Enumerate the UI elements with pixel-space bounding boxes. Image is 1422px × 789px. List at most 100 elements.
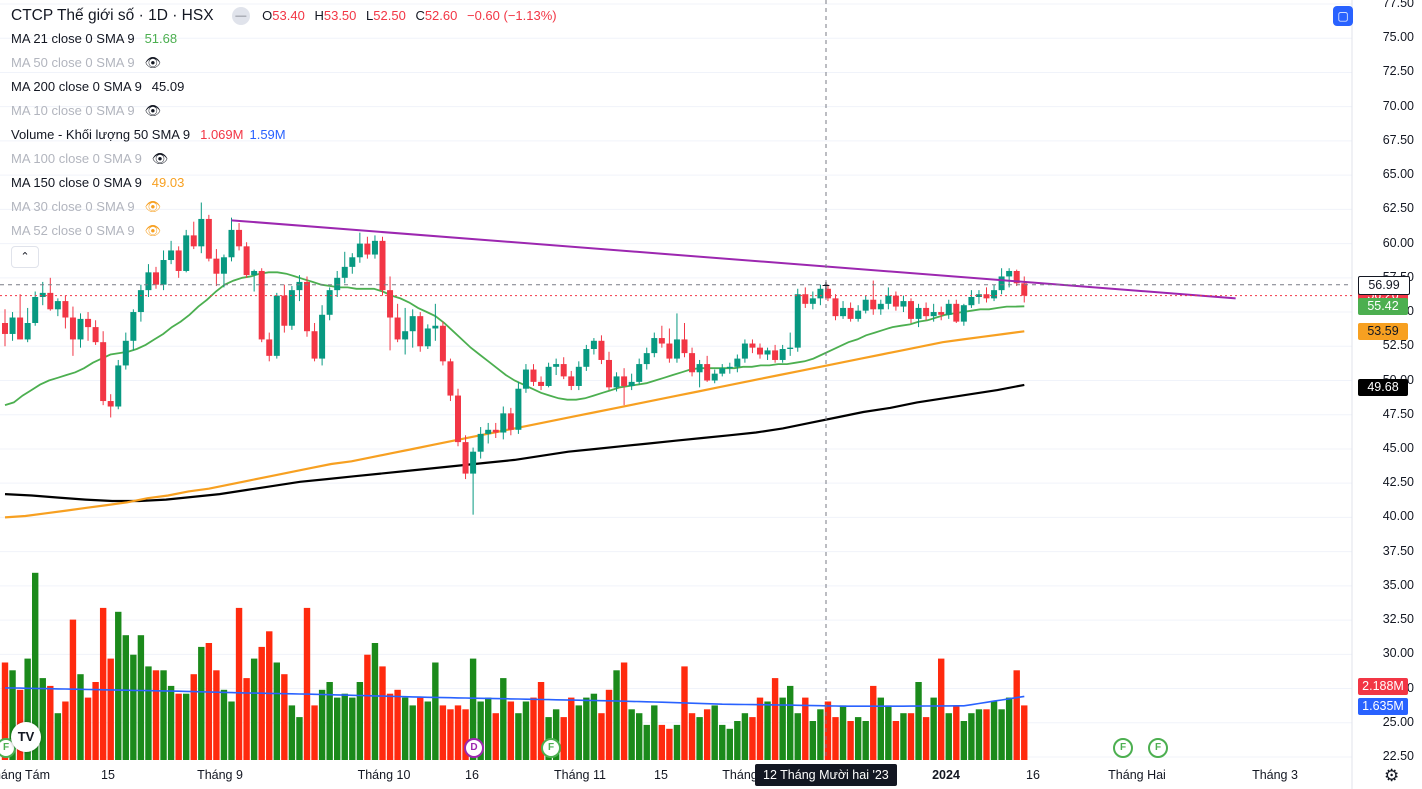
candle [975, 290, 982, 304]
legend-ma200[interactable]: MA 200 close 0 SMA 9 45.09 [11, 78, 184, 96]
eye-off-icon[interactable]: 👁︎ [144, 199, 162, 214]
price-axis-label: 70.00 [1382, 98, 1414, 113]
legend-ma50[interactable]: MA 50 close 0 SMA 9 👁︎ [11, 54, 161, 72]
price-axis-label: 40.00 [1382, 509, 1414, 524]
candle-body [923, 307, 930, 317]
volume-bar [160, 670, 167, 760]
candle [334, 270, 341, 297]
candle [356, 232, 363, 263]
candle [137, 284, 144, 322]
candle [258, 268, 265, 343]
legend-ma21[interactable]: MA 21 close 0 SMA 9 51.68 [11, 30, 177, 48]
candle [183, 229, 190, 273]
candle-body [704, 364, 711, 381]
moving-averages [4, 271, 1025, 519]
candle [847, 302, 854, 322]
candle [945, 299, 952, 319]
candle-body [2, 322, 8, 334]
candle [470, 447, 477, 515]
volume-bar [447, 709, 454, 760]
candle [168, 240, 175, 265]
volume-bar [907, 713, 915, 760]
volume-bar [537, 682, 545, 760]
volume-bar [477, 701, 484, 760]
candle-body [145, 272, 152, 291]
candle-body [840, 307, 847, 317]
volume-bar [1013, 670, 1020, 760]
price-tag-crosshair: 56.99 [1358, 276, 1410, 296]
candle [455, 388, 461, 447]
event-marker[interactable]: F [1148, 738, 1168, 758]
volume-bar [719, 724, 726, 760]
candle [862, 295, 869, 314]
legend-ma30[interactable]: MA 30 close 0 SMA 9 👁︎ [11, 198, 161, 216]
fullscreen-icon[interactable]: ▢ [1333, 6, 1353, 26]
volume-bar [183, 693, 190, 760]
ohlc-open-key: O [262, 8, 273, 23]
legend-label: MA 50 close 0 SMA 9 [11, 55, 135, 70]
candle [251, 269, 258, 292]
candle [545, 362, 552, 388]
volume-bar [515, 713, 522, 760]
event-marker[interactable]: F [1113, 738, 1133, 758]
candle-body [424, 328, 431, 347]
candle [983, 287, 990, 303]
volume-bar [318, 689, 326, 760]
candle-body [130, 312, 137, 341]
time-axis-label: Tháng 9 [197, 768, 243, 782]
price-axis-label: 65.00 [1382, 167, 1414, 182]
candle [613, 372, 620, 392]
candle [447, 358, 454, 402]
candle-body [779, 349, 786, 360]
volume-bar [175, 693, 182, 760]
candle [711, 369, 718, 384]
legend-value: 51.68 [144, 31, 178, 46]
legend-volume[interactable]: Volume - Khối lượng 50 SMA 9 1.069M 1.59M [11, 126, 286, 144]
tradingview-logo[interactable]: TV [11, 722, 41, 752]
candle-body [190, 235, 197, 247]
candle-body [387, 290, 394, 318]
eye-off-icon[interactable]: 👁︎ [144, 223, 162, 238]
candle-body [417, 316, 424, 347]
candle-body [787, 347, 794, 350]
time-axis-label: 2024 [932, 768, 960, 782]
eye-off-icon[interactable]: 👁︎ [151, 151, 169, 166]
candle-body [281, 295, 288, 326]
legend-ma10[interactable]: MA 10 close 0 SMA 9 👁︎ [11, 102, 161, 120]
symbol-title[interactable]: CTCP Thế giới số · 1D · HSX [11, 7, 214, 24]
volume-ma-line [4, 687, 1025, 707]
candle-body [522, 369, 529, 389]
candle-body [598, 340, 605, 360]
candle-body [794, 294, 801, 348]
eye-off-icon[interactable]: 👁︎ [144, 103, 162, 118]
chevron-up-icon[interactable]: ⌃ [11, 246, 39, 268]
candle [938, 306, 945, 321]
event-marker[interactable]: F [541, 738, 561, 758]
price-axis-label: 77.50 [1382, 0, 1414, 10]
candle [968, 290, 975, 308]
candle-body [643, 353, 650, 365]
candle [243, 242, 250, 278]
volume-bar [870, 685, 877, 760]
candle-body [696, 364, 703, 373]
event-marker[interactable]: D [464, 738, 484, 758]
volume-bar [198, 646, 205, 760]
minus-icon[interactable]: — [231, 6, 250, 25]
volume-bar [409, 705, 416, 760]
candle-body [673, 339, 680, 359]
gear-icon[interactable]: ⚙ [1384, 766, 1400, 785]
candle-body [205, 218, 212, 259]
volume-bar [137, 635, 145, 760]
candle-body [432, 325, 439, 329]
candle [832, 294, 839, 321]
legend-ma100[interactable]: MA 100 close 0 SMA 9 👁︎ [11, 150, 168, 168]
candle [205, 214, 212, 262]
legend-ma150[interactable]: MA 150 close 0 SMA 9 49.03 [11, 174, 184, 192]
candle-body [681, 339, 688, 354]
candle [220, 254, 227, 288]
legend-ma52[interactable]: MA 52 close 0 SMA 9 👁︎ [11, 222, 161, 240]
eye-off-icon[interactable]: 👁︎ [144, 55, 162, 70]
candle [538, 376, 545, 391]
price-axis-label: 30.00 [1382, 646, 1414, 661]
